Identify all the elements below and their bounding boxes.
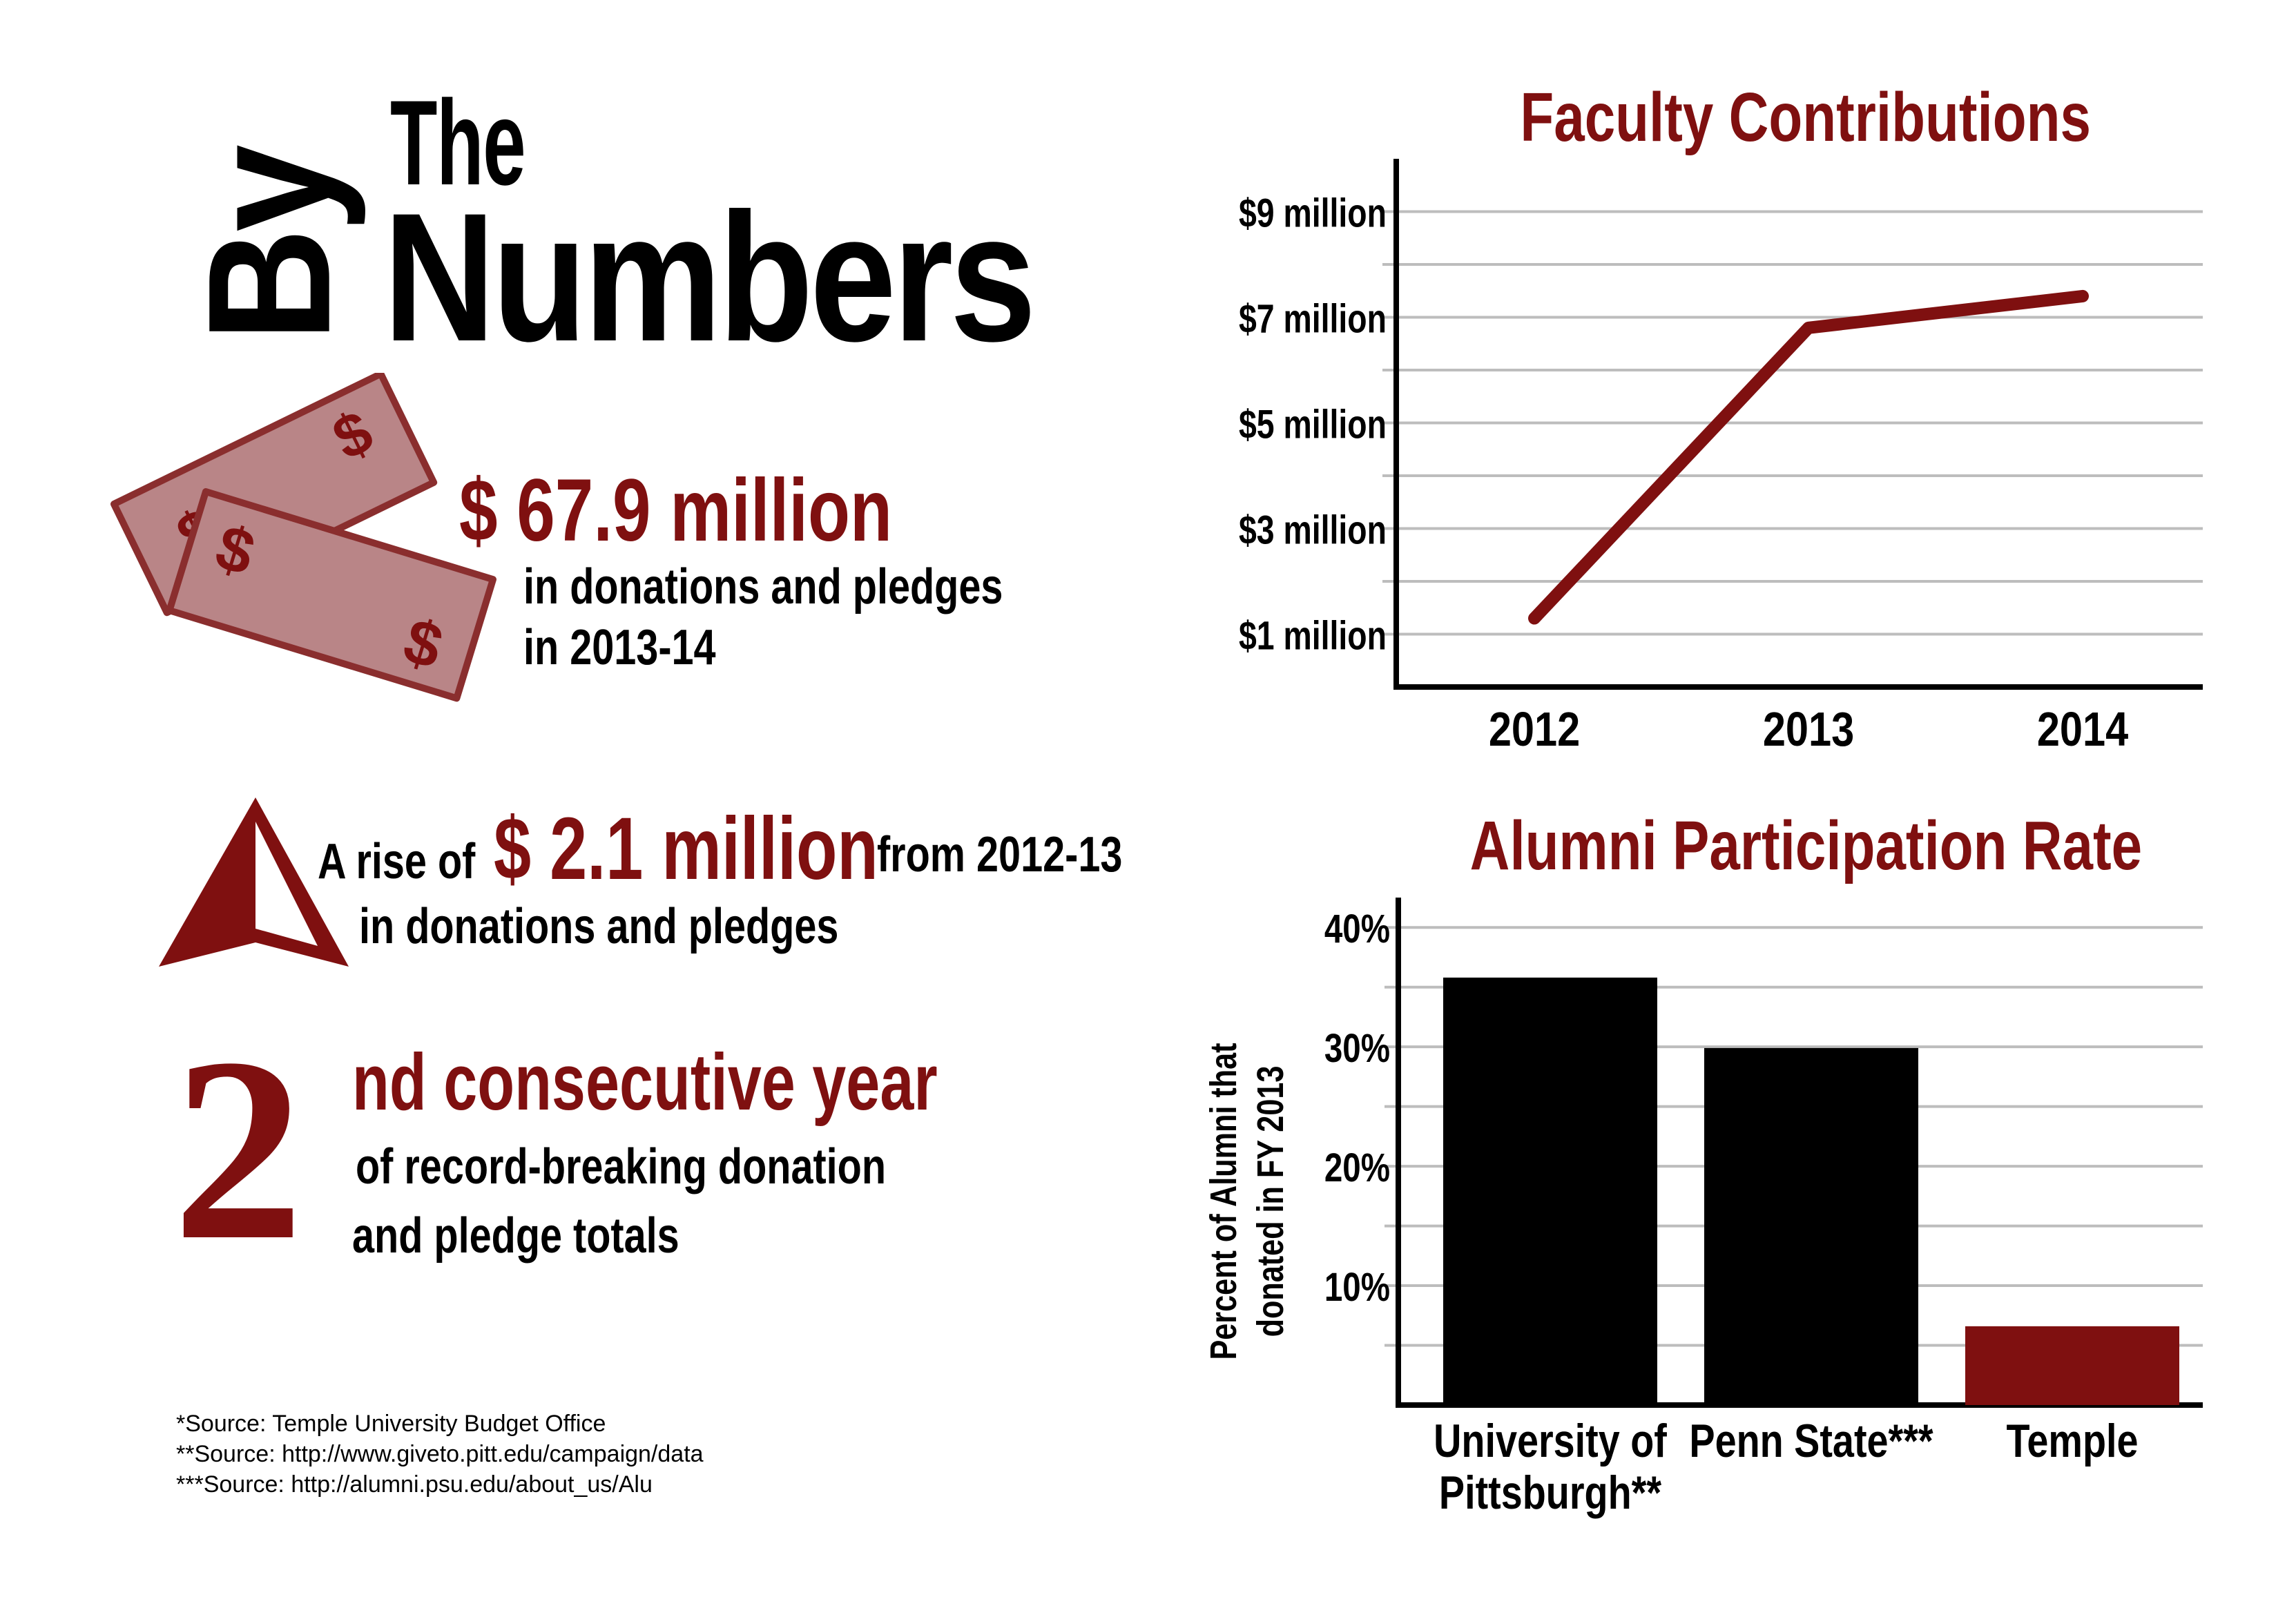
sources: *Source: Temple University Budget Office… (176, 1409, 704, 1500)
y-tick-label: 40% (1324, 907, 1390, 952)
y-tick-label: 30% (1324, 1027, 1390, 1072)
donations-line2: in 2013-14 (523, 620, 716, 675)
y-tick-label: 20% (1324, 1146, 1390, 1191)
faculty-chart-title: Faculty Contributions (1520, 79, 2092, 156)
y-tick-label: $1 million (1239, 614, 1387, 659)
donations-line1: in donations and pledges (523, 559, 1003, 614)
x-tick-label: University of (1434, 1415, 1667, 1467)
rise-suffix: from 2012-13 (877, 827, 1123, 882)
consecutive-number: 2 (173, 1004, 304, 1295)
x-tick-label: 2012 (1489, 701, 1580, 756)
rise-prefix: A rise of (318, 834, 476, 889)
y-tick-label: $9 million (1239, 191, 1387, 236)
rise-line2: in donations and pledges (359, 899, 839, 954)
bar (1443, 977, 1657, 1405)
data-point (1534, 617, 1535, 619)
consecutive-line2: and pledge totals (352, 1208, 679, 1264)
money-bill-front: $ $ (166, 488, 496, 702)
consecutive-line1: of record-breaking donation (356, 1139, 887, 1194)
y-tick-label: $5 million (1239, 403, 1387, 447)
x-tick-label: Temple (2006, 1415, 2138, 1467)
bar (1704, 1047, 1918, 1405)
faculty-contributions-chart: $1 million $3 million $5 million $7 million… (1239, 159, 2203, 756)
alumni-chart-title: Alumni Participation Rate (1469, 807, 2142, 884)
rise-amount: $ 2.1 million (494, 800, 878, 898)
y-axis-label: Percent of Alumni that (1204, 1043, 1245, 1359)
data-point (1808, 327, 1809, 329)
consecutive-headline: nd consecutive year (352, 1037, 938, 1127)
headline-numbers: Numbers (383, 175, 1036, 380)
money-bills-icon: $ $ $ $ (110, 373, 496, 702)
source-2: **Source: http://www.giveto.pitt.edu/cam… (176, 1441, 704, 1467)
x-tick-label: 2013 (1763, 701, 1854, 756)
source-1: *Source: Temple University Budget Office (176, 1411, 606, 1437)
y-tick-label: $7 million (1239, 297, 1387, 342)
up-arrow-icon (159, 797, 349, 967)
bar (1965, 1326, 2179, 1405)
y-tick-label: $3 million (1239, 508, 1387, 553)
y-tick-label: 10% (1324, 1266, 1390, 1310)
source-3: ***Source: http://alumni.psu.edu/about_u… (176, 1471, 653, 1498)
alumni-participation-chart: 10% 20% 30% 40% Percent of Alumni that donate… (1204, 898, 2203, 1519)
headline-the: The (390, 76, 526, 211)
y-axis-label: donated in FY 2013 (1251, 1066, 1292, 1337)
x-tick-label: Pittsburgh** (1439, 1467, 1662, 1519)
donations-amount: $ 67.9 million (459, 461, 893, 560)
headline-by: By (171, 148, 367, 342)
x-tick-label: Penn State*** (1689, 1415, 1933, 1467)
headline: By The Numbers (152, 69, 1188, 373)
series-line (1528, 289, 2089, 625)
x-tick-label: 2014 (2037, 701, 2128, 756)
data-point (2082, 295, 2083, 297)
